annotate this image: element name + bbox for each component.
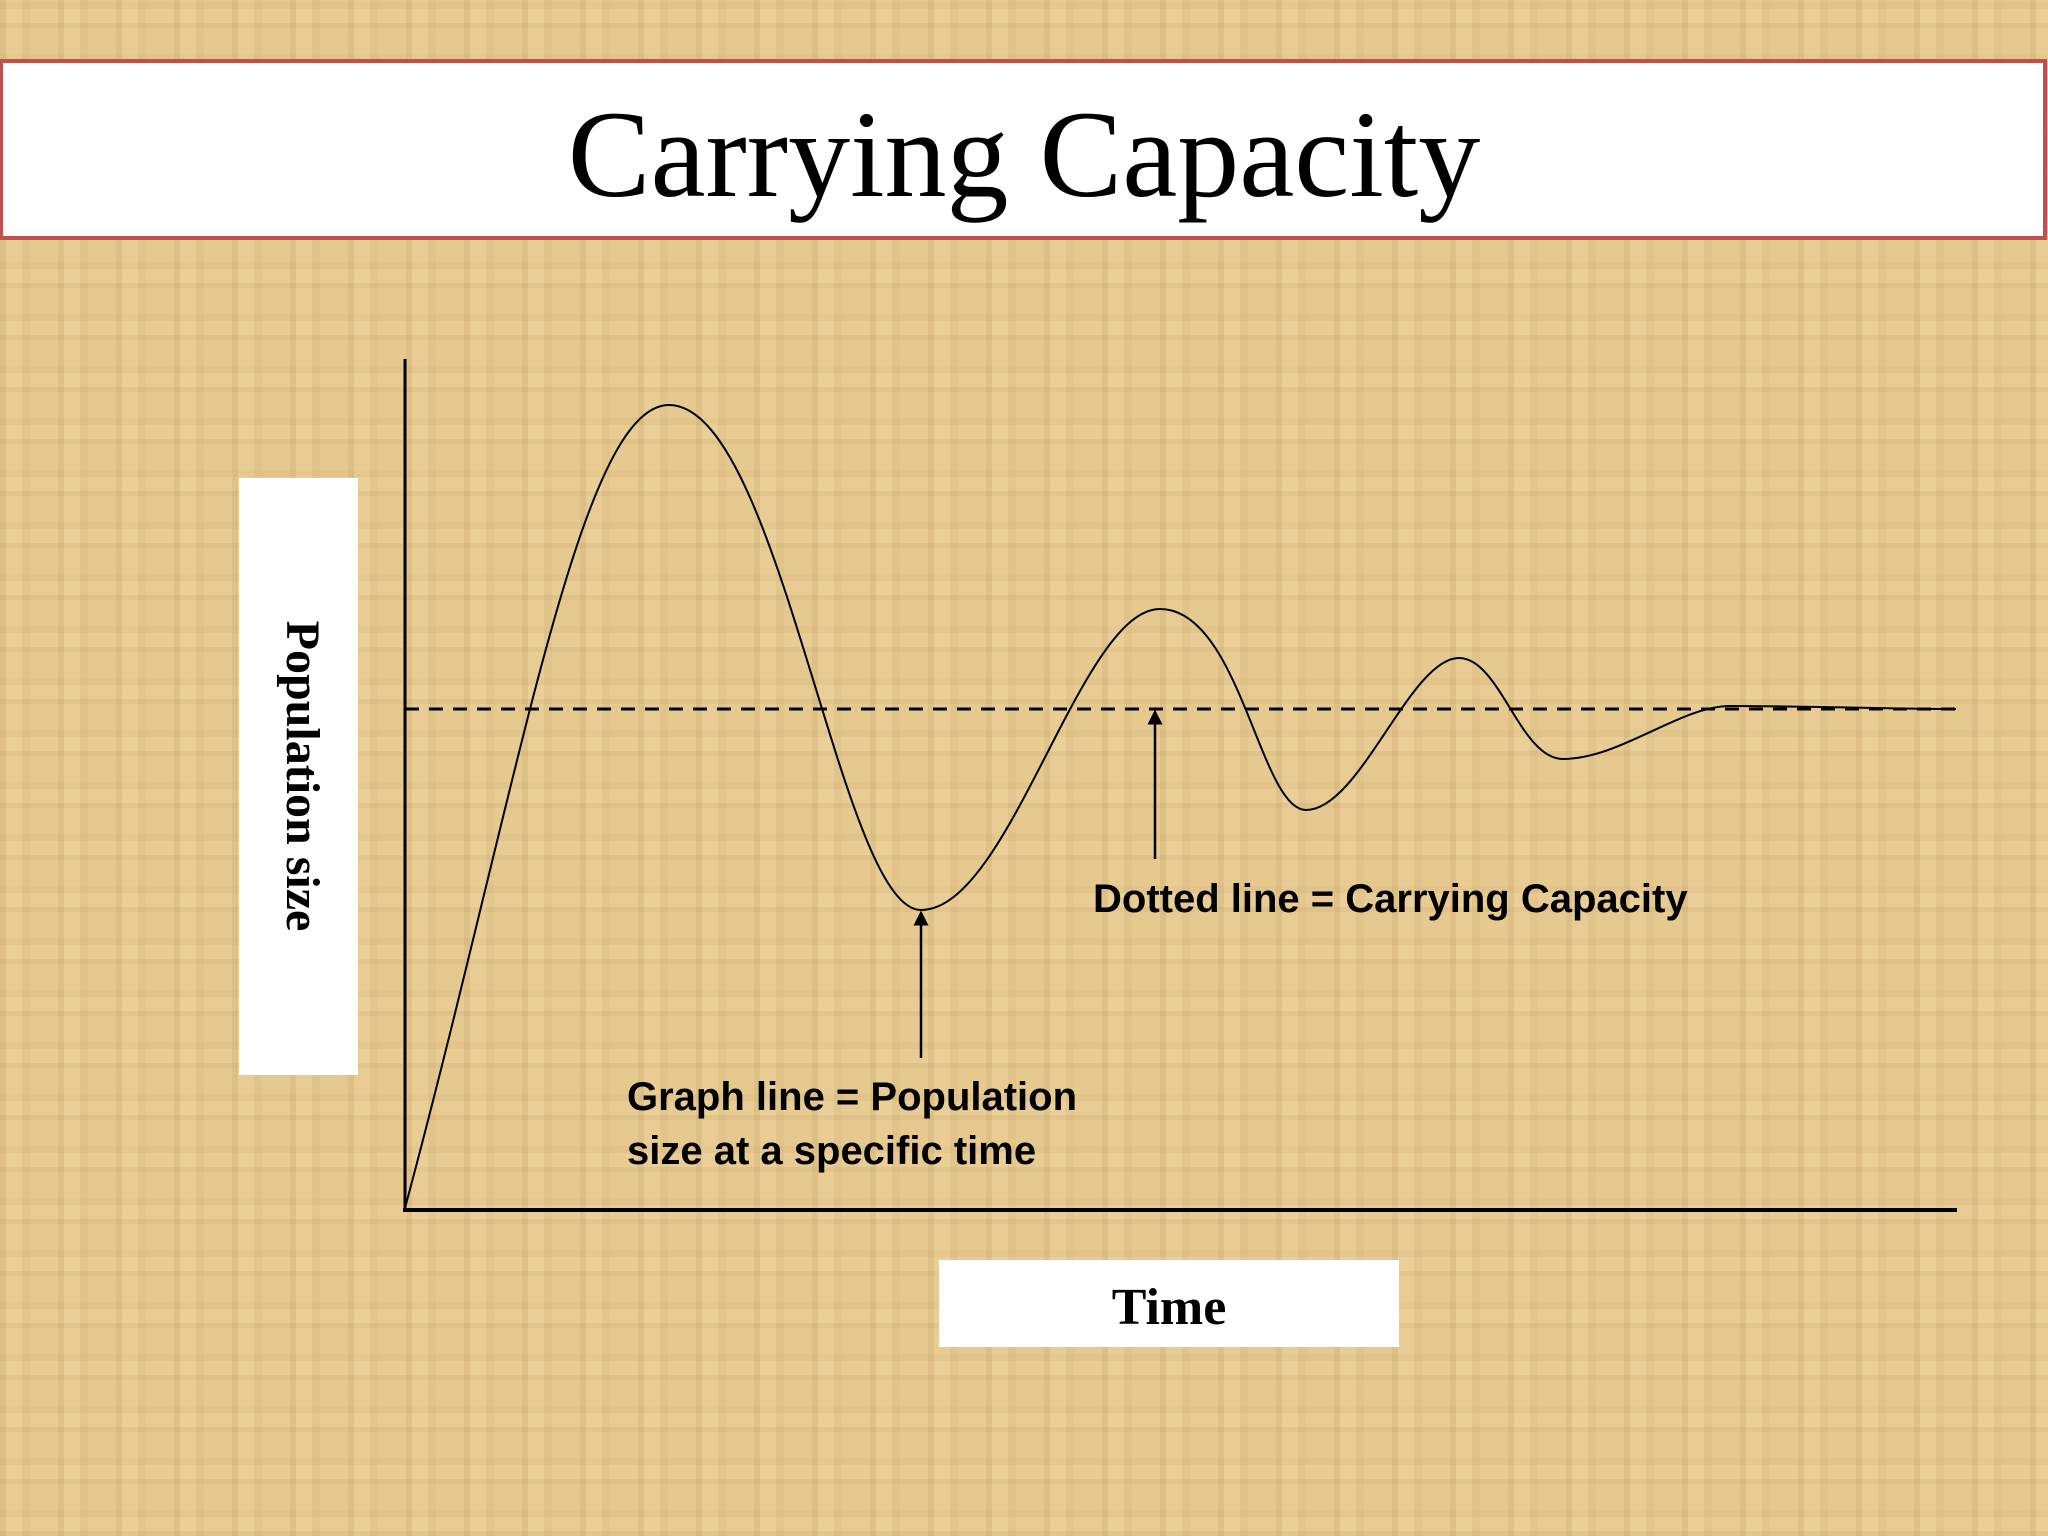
capacity-annotation: Dotted line = Carrying Capacity [1093,877,1688,921]
population-curve [404,403,1957,1209]
title-box [0,59,2047,240]
population-annotation: size at a specific time [627,1129,1036,1173]
title: Carrying Capacity [568,86,1481,223]
y-label: Population size [276,621,329,932]
x-label-box [939,1260,1399,1347]
y-label-box [239,478,358,1075]
x-label: Time [1112,1279,1227,1336]
population-annotation: Graph line = Population [627,1075,1077,1119]
